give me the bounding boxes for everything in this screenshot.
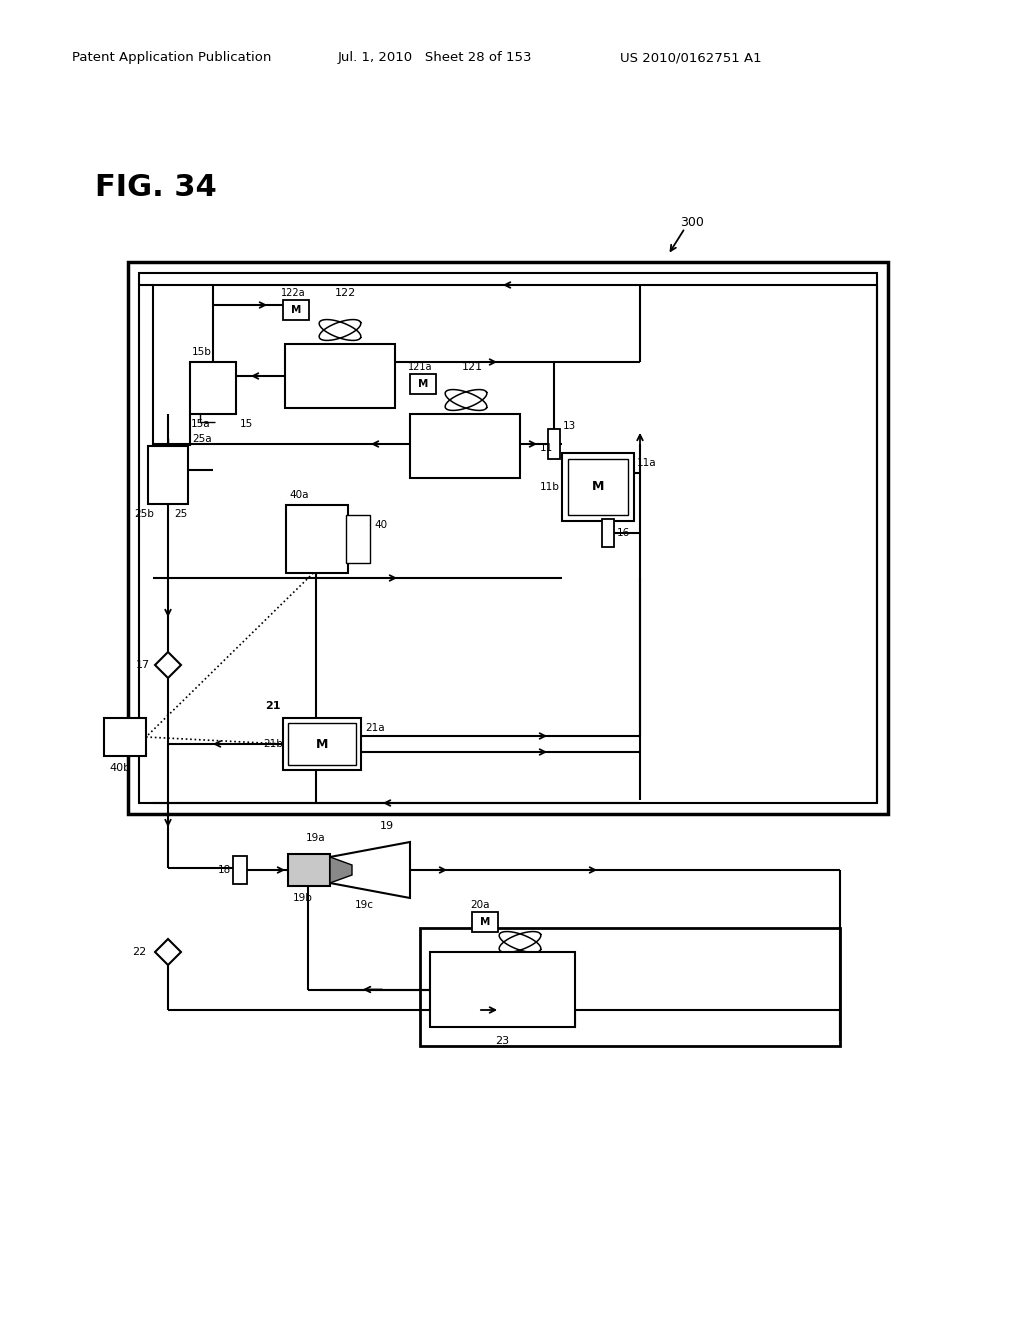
Text: 11: 11 (540, 444, 553, 453)
Text: 11b: 11b (540, 482, 560, 492)
Bar (286, 506, 348, 573)
Text: 21: 21 (265, 701, 281, 711)
Text: 122: 122 (335, 288, 356, 298)
Bar (568, 459, 628, 515)
Bar (562, 453, 634, 521)
Text: 21a: 21a (365, 723, 385, 733)
Bar (410, 374, 436, 393)
Text: 15: 15 (240, 418, 253, 429)
Polygon shape (155, 939, 181, 965)
Bar (548, 429, 560, 459)
Bar (420, 928, 840, 1045)
Bar (104, 718, 146, 756)
Text: FIG. 34: FIG. 34 (95, 173, 217, 202)
Text: 18: 18 (218, 865, 231, 875)
Bar (233, 855, 247, 884)
Text: Patent Application Publication: Patent Application Publication (72, 51, 271, 65)
Text: 25a: 25a (193, 434, 212, 444)
Text: 17: 17 (136, 660, 151, 671)
Bar (410, 414, 520, 478)
Text: 40: 40 (374, 520, 387, 531)
Text: Jul. 1, 2010   Sheet 28 of 153: Jul. 1, 2010 Sheet 28 of 153 (338, 51, 532, 65)
Bar (346, 515, 370, 564)
Polygon shape (155, 652, 181, 678)
Bar (283, 718, 361, 770)
Text: 21b: 21b (263, 739, 283, 748)
Text: US 2010/0162751 A1: US 2010/0162751 A1 (620, 51, 762, 65)
Text: M: M (291, 305, 301, 315)
Text: 13: 13 (563, 421, 577, 432)
Text: 19c: 19c (355, 900, 374, 909)
Text: 15a: 15a (191, 418, 211, 429)
Text: M: M (480, 917, 490, 927)
Bar (285, 345, 395, 408)
Text: 16: 16 (617, 528, 630, 539)
Text: 20a: 20a (470, 900, 489, 909)
Text: 19b: 19b (293, 894, 313, 903)
Text: 23: 23 (496, 1036, 510, 1045)
Text: M: M (315, 738, 328, 751)
Text: M: M (592, 480, 604, 494)
Bar (139, 273, 877, 803)
Text: 22: 22 (132, 946, 146, 957)
Polygon shape (330, 842, 410, 898)
Bar (128, 261, 888, 814)
Bar (148, 446, 188, 504)
Text: M: M (418, 379, 428, 389)
Text: 122a: 122a (281, 288, 305, 298)
Text: 40a: 40a (289, 490, 308, 500)
Polygon shape (330, 857, 352, 883)
Bar (472, 912, 498, 932)
Text: 121a: 121a (408, 362, 432, 372)
Text: 19a: 19a (306, 833, 326, 843)
Text: 19: 19 (380, 821, 394, 832)
Bar (190, 362, 236, 414)
Bar (288, 854, 330, 886)
Text: 25b: 25b (134, 510, 154, 519)
Bar (602, 519, 614, 546)
Text: 11a: 11a (637, 458, 656, 469)
Text: 25: 25 (174, 510, 187, 519)
Text: 15b: 15b (193, 347, 212, 356)
Bar (288, 723, 356, 766)
Bar (283, 300, 309, 319)
Bar (430, 952, 575, 1027)
Text: 40b: 40b (109, 763, 130, 774)
Text: 121: 121 (462, 362, 483, 372)
Text: 300: 300 (680, 215, 703, 228)
